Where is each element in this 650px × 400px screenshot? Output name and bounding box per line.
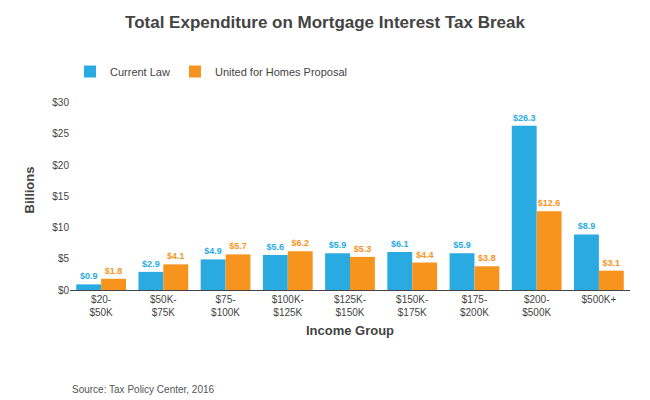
svg-text:$12.6: $12.6 [538, 198, 561, 208]
svg-text:$3.8: $3.8 [478, 253, 496, 263]
svg-text:$50K-$75K: $50K-$75K [150, 294, 177, 318]
svg-text:$6.2: $6.2 [291, 238, 309, 248]
svg-text:$200-$500K: $200-$500K [522, 294, 551, 318]
svg-text:$500K+: $500K+ [582, 294, 617, 305]
svg-text:$20-$50K: $20-$50K [89, 294, 113, 318]
svg-text:$5.6: $5.6 [267, 242, 285, 252]
svg-text:Billions: Billions [22, 167, 37, 214]
svg-text:$1.8: $1.8 [105, 266, 123, 276]
svg-text:Source: Tax Policy Center, 201: Source: Tax Policy Center, 2016 [72, 384, 215, 395]
svg-text:$5.9: $5.9 [453, 240, 471, 250]
svg-text:Current Law: Current Law [110, 66, 170, 78]
svg-text:$5.3: $5.3 [354, 244, 372, 254]
svg-text:$125K-$150K: $125K-$150K [334, 294, 366, 318]
svg-text:$4.4: $4.4 [416, 250, 434, 260]
svg-text:$150K-$175K: $150K-$175K [396, 294, 428, 318]
svg-text:$100K-$125K: $100K-$125K [272, 294, 304, 318]
svg-text:$75-$100K: $75-$100K [211, 294, 240, 318]
svg-text:$5.9: $5.9 [329, 240, 347, 250]
svg-text:$4.9: $4.9 [204, 246, 222, 256]
svg-text:$10: $10 [52, 222, 69, 233]
svg-text:$5.7: $5.7 [229, 241, 247, 251]
svg-text:$3.1: $3.1 [603, 258, 621, 268]
svg-text:$30: $30 [52, 97, 69, 108]
svg-text:$26.3: $26.3 [513, 113, 536, 123]
svg-text:$5: $5 [58, 253, 70, 264]
svg-text:Income Group: Income Group [306, 323, 394, 338]
svg-text:$20: $20 [52, 160, 69, 171]
svg-text:$0: $0 [58, 285, 70, 296]
svg-text:$6.1: $6.1 [391, 239, 409, 249]
svg-text:$8.9: $8.9 [578, 221, 596, 231]
svg-text:$175-$200K: $175-$200K [460, 294, 489, 318]
svg-text:$0.9: $0.9 [80, 271, 98, 281]
svg-text:Total Expenditure on Mortgage: Total Expenditure on Mortgage Interest T… [125, 13, 525, 32]
svg-text:$2.9: $2.9 [142, 259, 160, 269]
svg-text:$25: $25 [52, 128, 69, 139]
svg-text:$15: $15 [52, 191, 69, 202]
svg-text:United for Homes Proposal: United for Homes Proposal [215, 66, 347, 78]
svg-text:$4.1: $4.1 [167, 251, 185, 261]
